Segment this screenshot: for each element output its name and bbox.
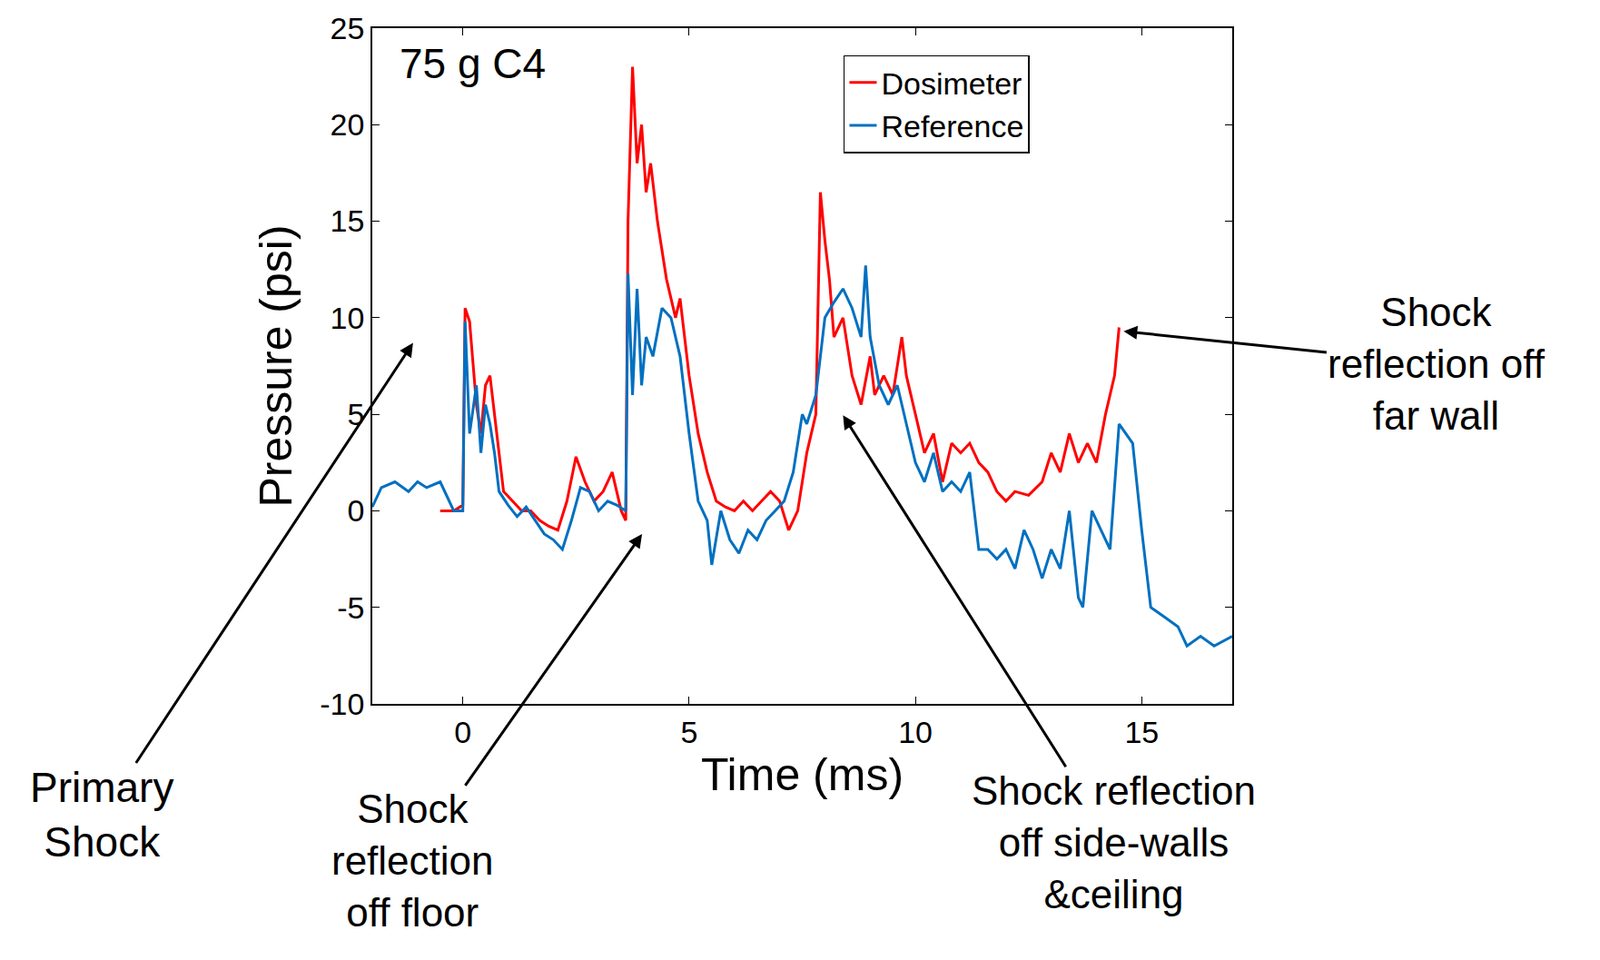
svg-text:Dosimeter: Dosimeter — [880, 66, 1022, 101]
svg-text:0: 0 — [347, 493, 366, 528]
svg-text:-5: -5 — [336, 590, 365, 625]
svg-text:0: 0 — [454, 714, 472, 750]
svg-text:20: 20 — [330, 107, 366, 142]
svg-text:Time (ms): Time (ms) — [701, 749, 904, 800]
svg-text:Pressure (psi): Pressure (psi) — [250, 224, 302, 507]
svg-text:10: 10 — [330, 300, 366, 336]
svg-text:Reference: Reference — [880, 108, 1024, 144]
svg-text:75 g C4: 75 g C4 — [399, 39, 546, 88]
svg-text:-10: -10 — [319, 686, 365, 721]
svg-text:15: 15 — [330, 203, 366, 238]
svg-text:5: 5 — [680, 714, 698, 750]
svg-text:5: 5 — [347, 396, 366, 432]
svg-text:PrimaryShock: PrimaryShock — [29, 763, 174, 866]
svg-text:Shockreflection offfar wall: Shockreflection offfar wall — [1327, 289, 1546, 438]
svg-text:Shock reflectionoff side-walls: Shock reflectionoff side-walls&ceiling — [971, 768, 1256, 917]
svg-text:Shockreflectionoff floor: Shockreflectionoff floor — [331, 786, 494, 935]
svg-text:10: 10 — [898, 714, 933, 750]
svg-text:25: 25 — [330, 10, 366, 46]
svg-text:15: 15 — [1124, 714, 1159, 750]
